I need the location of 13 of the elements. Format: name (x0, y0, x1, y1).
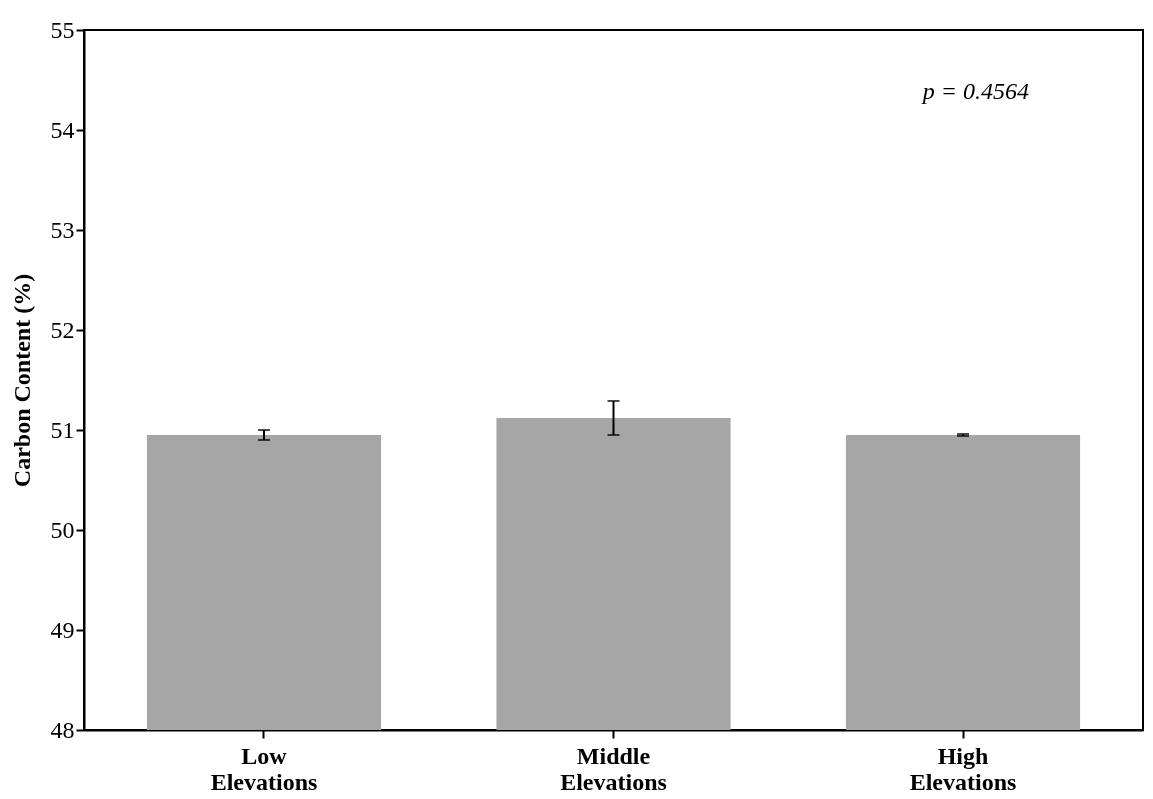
y-tick-label: 48 (50, 716, 75, 743)
annotation: p = 0.4564 (920, 78, 1029, 104)
y-tick-label: 51 (50, 416, 75, 443)
y-tick-label: 49 (50, 616, 75, 643)
y-tick-label: 50 (50, 516, 75, 543)
x-tick-label: Low Elevations (210, 742, 318, 795)
y-axis-title: Carbon Content (%) (8, 273, 35, 488)
y-tick-label: 52 (50, 316, 75, 343)
x-tick-label: High Elevations (909, 742, 1017, 795)
y-tick-label: 53 (50, 216, 75, 243)
y-tick-label: 55 (50, 16, 75, 43)
y-tick-label: 54 (50, 116, 75, 143)
x-tick-label: Middle Elevations (560, 742, 667, 795)
